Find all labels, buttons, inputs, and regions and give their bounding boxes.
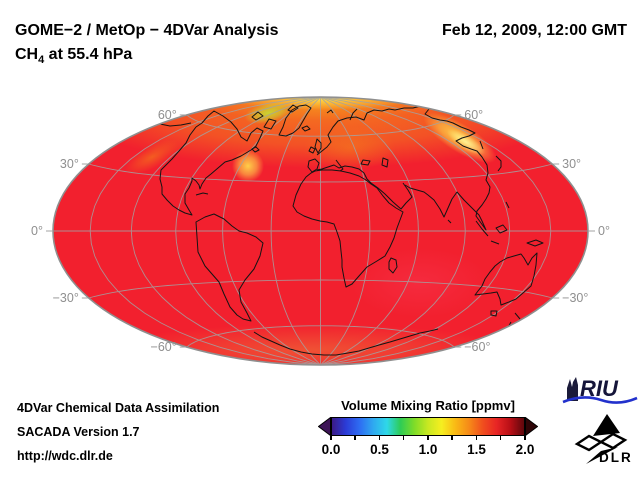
canadian-arctic-patch [244,102,292,124]
map-ellipse-outline [52,96,589,366]
colorbar-minor-tick [427,436,429,440]
lat-label: 0° [31,224,43,238]
colorbar-overflow-arrow-icon [525,417,538,436]
colorbar-tick-labels: 0.0 0.5 1.0 1.5 2.0 [322,442,535,458]
page-title: GOME−2 / MetOp − 4DVar Analysis [15,22,279,39]
coastline-arabia [366,178,413,210]
colorbar-major-tick-label: 0.0 [321,442,341,457]
coastline-arctic-islands [251,104,358,130]
pressure-level-text: at 55.4 hPa [44,46,133,63]
graticule-grid [53,97,588,365]
colorbar-minor-tick [330,436,332,440]
lat-label: −60° [151,340,177,354]
colorbar-title: Volume Mixing Ratio [ppmv] [341,398,515,413]
colorbar-minor-tick [378,436,380,440]
lat-label: 60° [158,108,177,122]
coastlines [159,104,544,356]
latitude-labels: 60° 60° 30° 30° 0° 0° −30° −30° −60° −60° [31,108,610,354]
pacific-orange-streak [125,139,179,175]
coastline-cuba [195,192,209,196]
coastline-iceland [301,125,311,132]
footer-line-assimilation: 4DVar Chemical Data Assimilation [17,401,220,415]
riu-cathedral-icon [567,377,578,401]
coastline-italy [335,159,344,172]
dlr-diamond-2 [598,432,628,450]
riu-logo: RIU [562,376,638,404]
dlr-top-triangle [593,414,620,436]
colorbar-major-tick-label: 2.0 [515,442,535,457]
dlr-bottom-triangle [586,447,618,464]
newfoundland-yellow-blob [232,150,264,182]
timestamp: Feb 12, 2009, 12:00 GMT [442,22,627,39]
kamchatka-yellow-core [446,128,486,156]
lat-label: 60° [464,108,483,122]
arctic-hot-spot [170,97,470,120]
molecule-subscript: 4 [38,54,45,67]
colorbar-minor-tick [475,436,477,440]
colorbar-major-tick-label: 1.0 [418,442,438,457]
coastline-iberia [307,158,320,173]
coastline-east-mediterranean [316,164,368,180]
lat-label: 30° [60,157,79,171]
coastline-north-america [159,110,264,216]
dlr-diamond-1 [574,434,604,452]
coastline-australia [474,252,538,306]
footer-line-url: http://wdc.dlr.de [17,449,113,463]
colorbar-minor-tick [354,436,356,440]
coastline-newfoundland [251,146,260,153]
colorbar-legend: Volume Mixing Ratio [ppmv] 0.0 0.5 1.0 1.5 2… [318,398,538,458]
coastline-eurasia [316,105,491,231]
coastline-inland-seas [360,157,389,168]
coastline-japan [479,140,502,172]
lat-label: −30° [53,291,79,305]
colorbar-underflow-arrow-icon [318,417,331,436]
colorbar-minor-tick [524,436,526,440]
dlr-logo-icon [574,414,628,464]
coastline-madagascar [388,257,398,274]
lat-label: 30° [562,157,581,171]
colorbar-minor-tick [402,436,405,440]
europe-orange-wash [304,126,396,170]
lat-label: −60° [464,340,490,354]
lat-label: −30° [562,291,588,305]
footer-line-version: SACADA Version 1.7 [17,425,140,439]
coastline-south-america [195,213,264,322]
coastline-africa [292,169,404,288]
colorbar-gradient-bar [331,417,525,436]
coastline-antarctica [253,328,439,356]
colorbar-major-tick-label: 0.5 [370,442,389,457]
coastline-british-isles [308,138,322,154]
colorbar-minor-tick [499,436,502,440]
colorbar-ticks [330,436,526,441]
coastline-greenland [278,104,312,137]
dlr-logo-text: DLR [599,450,633,465]
colorbar-minor-tick [451,436,453,440]
lat-label: 0° [598,224,610,238]
coastline-southeast-asia-islands [447,201,544,247]
coastline-aleutians [159,122,192,127]
south-pink-tint [350,248,490,318]
riu-wave-icon [562,396,638,404]
subtitle-species-level: CH4 at 55.4 hPa [15,46,132,66]
molecule-symbol: CH [15,46,39,63]
colorbar-major-tick-label: 1.5 [467,442,486,457]
